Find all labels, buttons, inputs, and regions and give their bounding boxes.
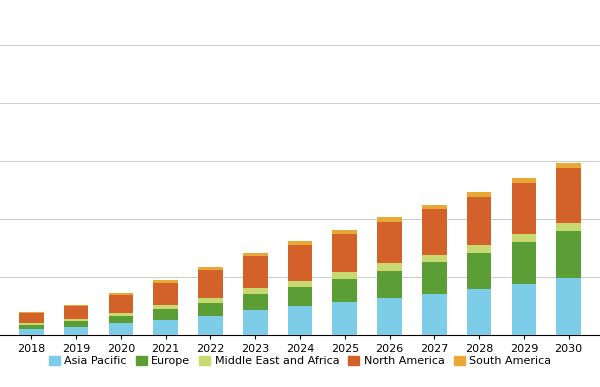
Bar [377,271,402,298]
Bar [243,256,268,288]
Bar [243,293,268,310]
Bar [287,286,313,306]
Bar [467,289,491,335]
Bar [556,279,581,335]
Bar [512,178,536,183]
Bar [556,163,581,168]
Bar [287,306,313,335]
Bar [154,283,178,305]
Bar [556,168,581,223]
Bar [556,223,581,231]
Bar [422,205,446,209]
Bar [287,281,313,286]
Bar [154,309,178,320]
Bar [243,253,268,256]
Bar [287,241,313,245]
Bar [377,217,402,221]
Bar [556,231,581,279]
Bar [377,221,402,263]
Bar [332,272,357,279]
Bar [512,234,536,242]
Bar [19,323,44,325]
Bar [287,245,313,281]
Bar [109,313,133,316]
Bar [422,255,446,262]
Bar [512,183,536,234]
Bar [154,280,178,283]
Bar [64,327,88,335]
Bar [19,313,44,323]
Bar [19,325,44,329]
Bar [109,316,133,323]
Bar [332,279,357,302]
Legend: Asia Pacific, Europe, Middle East and Africa, North America, South America: Asia Pacific, Europe, Middle East and Af… [49,356,551,366]
Bar [198,316,223,335]
Bar [332,302,357,335]
Bar [377,298,402,335]
Bar [332,234,357,272]
Bar [198,303,223,316]
Bar [243,288,268,293]
Bar [64,321,88,327]
Bar [64,319,88,321]
Bar [512,242,536,284]
Bar [422,209,446,255]
Bar [377,263,402,271]
Bar [467,253,491,289]
Bar [467,245,491,253]
Bar [198,270,223,298]
Bar [19,312,44,313]
Bar [109,295,133,313]
Bar [64,305,88,307]
Bar [243,310,268,335]
Bar [198,267,223,270]
Bar [64,307,88,319]
Bar [332,230,357,234]
Bar [422,262,446,294]
Bar [154,320,178,335]
Text: The busines value for the world market for AI in banking by region: The busines value for the world market f… [7,15,530,29]
Bar [109,293,133,295]
Bar [19,329,44,335]
Bar [467,192,491,197]
Bar [198,298,223,303]
Bar [109,323,133,335]
Bar [467,197,491,245]
Bar [154,305,178,309]
Bar [512,284,536,335]
Bar [422,294,446,335]
